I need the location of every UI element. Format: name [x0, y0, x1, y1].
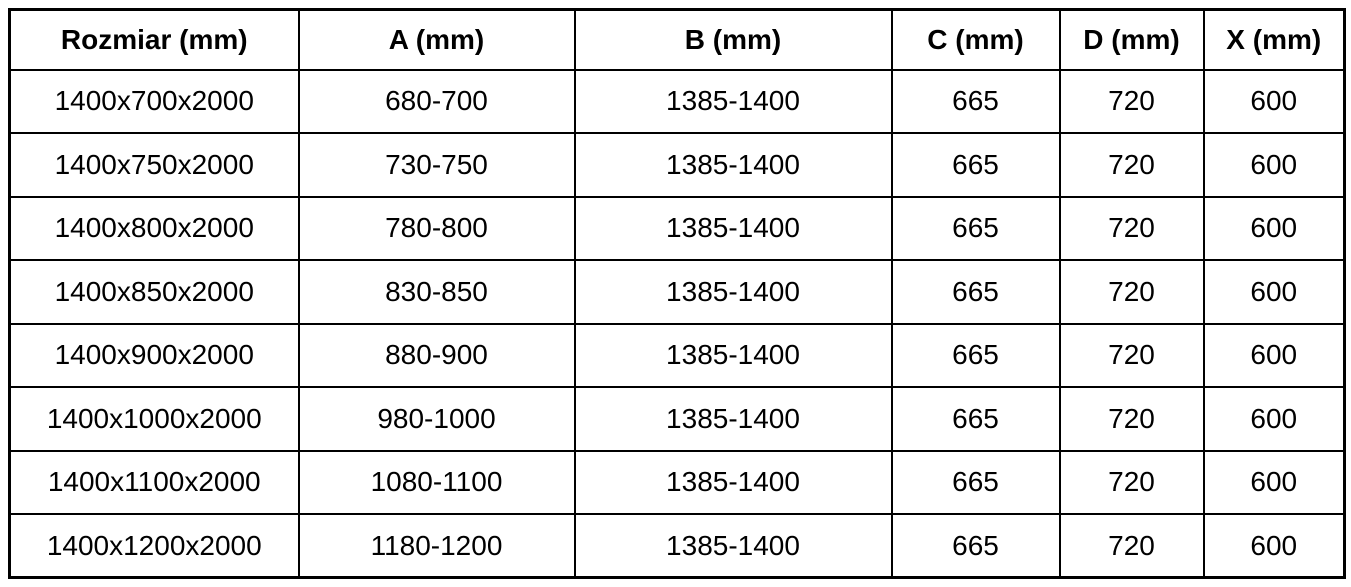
table-cell: 720: [1058, 513, 1205, 579]
table-cell: 1385-1400: [573, 513, 893, 579]
table-cell: 600: [1202, 195, 1346, 261]
table-cell: 720: [1058, 322, 1205, 388]
table-cell: 1385-1400: [573, 322, 893, 388]
table-cell: 600: [1202, 513, 1346, 579]
table-cell: 665: [890, 68, 1061, 134]
column-header: D (mm): [1058, 8, 1205, 71]
table-cell: 1180-1200: [297, 513, 576, 579]
table-cell: 1400x850x2000: [8, 259, 300, 325]
table-cell: 665: [890, 386, 1061, 452]
column-header: Rozmiar (mm): [8, 8, 300, 71]
table-cell: 1400x900x2000: [8, 322, 300, 388]
table-cell: 1385-1400: [573, 195, 893, 261]
table-cell: 730-750: [297, 132, 576, 198]
table-row: 1400x1200x2000 1180-1200 1385-1400 665 720 60…: [8, 513, 1346, 579]
table-cell: 680-700: [297, 68, 576, 134]
column-header: X (mm): [1202, 8, 1346, 71]
table-cell: 720: [1058, 195, 1205, 261]
table-cell: 665: [890, 513, 1061, 579]
table-body: 1400x700x2000 680-700 1385-1400 665 720 600 14…: [8, 68, 1346, 579]
table-cell: 600: [1202, 386, 1346, 452]
table-row: 1400x850x2000 830-850 1385-1400 665 720 600: [8, 259, 1346, 325]
table-cell: 1400x800x2000: [8, 195, 300, 261]
table-cell: 720: [1058, 386, 1205, 452]
table-cell: 780-800: [297, 195, 576, 261]
table-cell: 720: [1058, 259, 1205, 325]
table-cell: 600: [1202, 322, 1346, 388]
table-cell: 600: [1202, 132, 1346, 198]
table-row: 1400x700x2000 680-700 1385-1400 665 720 600: [8, 68, 1346, 134]
table-cell: 980-1000: [297, 386, 576, 452]
table-row: 1400x800x2000 780-800 1385-1400 665 720 600: [8, 195, 1346, 261]
table-cell: 720: [1058, 132, 1205, 198]
table-cell: 1385-1400: [573, 259, 893, 325]
table-cell: 1400x1200x2000: [8, 513, 300, 579]
table-cell: 600: [1202, 259, 1346, 325]
table-cell: 880-900: [297, 322, 576, 388]
table-cell: 1400x700x2000: [8, 68, 300, 134]
table-row: 1400x750x2000 730-750 1385-1400 665 720 600: [8, 132, 1346, 198]
table-row: 1400x900x2000 880-900 1385-1400 665 720 600: [8, 322, 1346, 388]
table-cell: 1385-1400: [573, 132, 893, 198]
table-cell: 665: [890, 449, 1061, 515]
table-cell: 665: [890, 132, 1061, 198]
table-cell: 1080-1100: [297, 449, 576, 515]
table-cell: 600: [1202, 68, 1346, 134]
table-cell: 1400x1000x2000: [8, 386, 300, 452]
table-cell: 1400x1100x2000: [8, 449, 300, 515]
table-cell: 1385-1400: [573, 386, 893, 452]
table-cell: 665: [890, 195, 1061, 261]
size-spec-table: Rozmiar (mm) A (mm) B (mm) C (mm) D (mm) X (m…: [8, 8, 1346, 579]
table-row: 1400x1100x2000 1080-1100 1385-1400 665 720 60…: [8, 449, 1346, 515]
table-cell: 600: [1202, 449, 1346, 515]
table-cell: 720: [1058, 68, 1205, 134]
table-row: 1400x1000x2000 980-1000 1385-1400 665 720 600: [8, 386, 1346, 452]
column-header: B (mm): [573, 8, 893, 71]
table-cell: 665: [890, 322, 1061, 388]
column-header: A (mm): [297, 8, 576, 71]
table-cell: 665: [890, 259, 1061, 325]
table-cell: 1385-1400: [573, 449, 893, 515]
column-header: C (mm): [890, 8, 1061, 71]
table-cell: 1400x750x2000: [8, 132, 300, 198]
table-cell: 1385-1400: [573, 68, 893, 134]
table-cell: 830-850: [297, 259, 576, 325]
table-cell: 720: [1058, 449, 1205, 515]
header-row: Rozmiar (mm) A (mm) B (mm) C (mm) D (mm) X (m…: [8, 8, 1346, 71]
